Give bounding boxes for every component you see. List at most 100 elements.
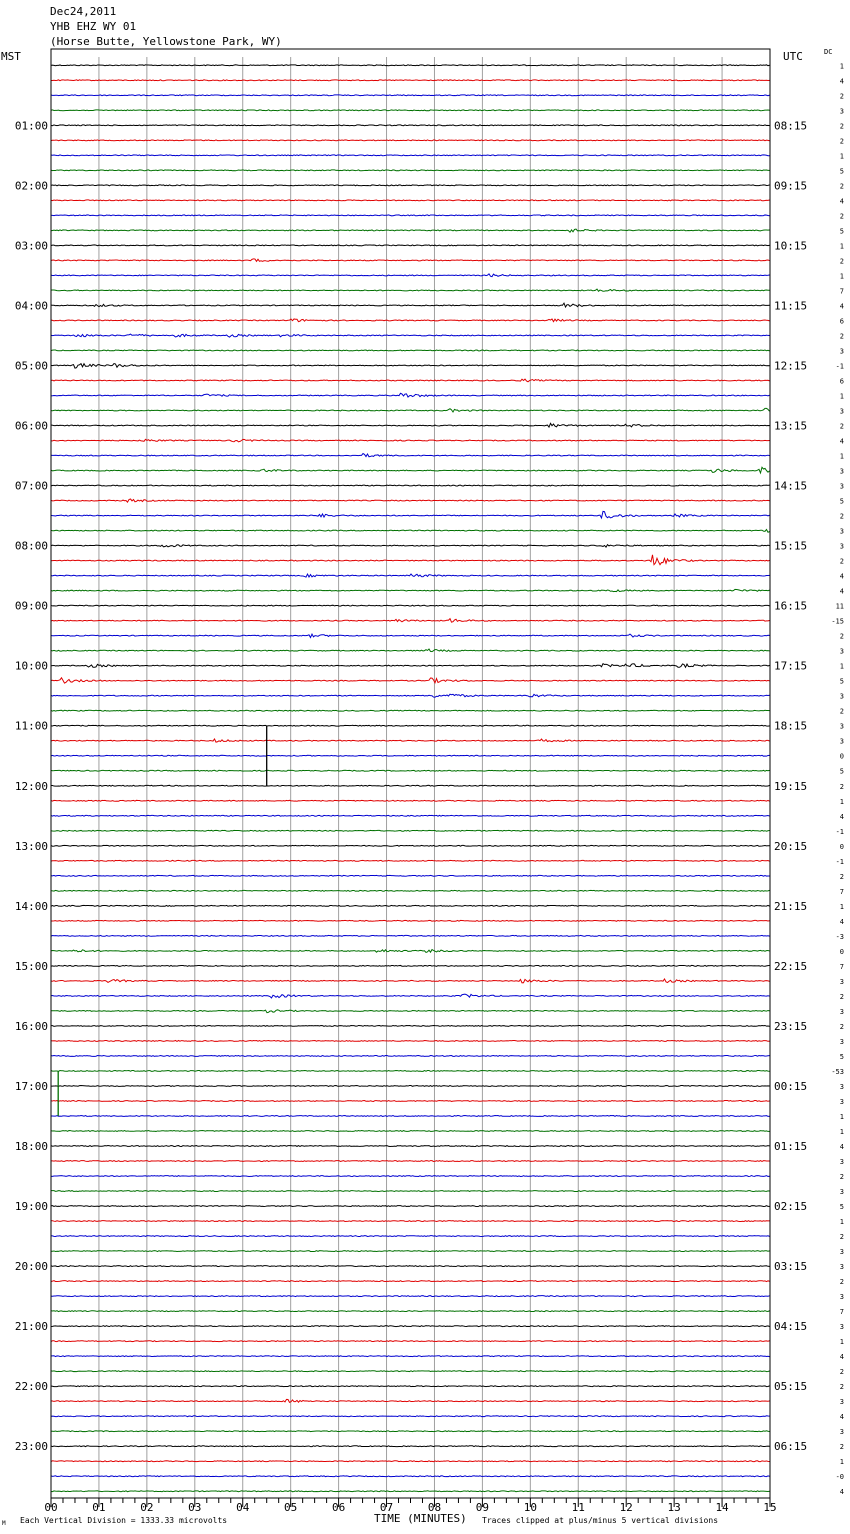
dc-offset-value: 2 xyxy=(840,873,844,881)
dc-offset-value: 2 xyxy=(840,993,844,1001)
seismic-trace xyxy=(50,919,770,922)
seismic-trace xyxy=(50,709,770,712)
seismic-trace xyxy=(50,1160,770,1163)
seismic-trace xyxy=(50,934,770,937)
dc-offset-value: 5 xyxy=(840,498,844,506)
seismic-trace xyxy=(50,1295,770,1298)
dc-offset-value: 5 xyxy=(840,167,844,175)
utc-hour-label: 11:15 xyxy=(774,299,807,312)
dc-offset-value: 7 xyxy=(840,963,844,971)
dc-offset-value: 3 xyxy=(840,528,844,536)
seismic-trace xyxy=(50,829,770,832)
seismic-trace xyxy=(50,124,770,127)
x-tick-label: 08 xyxy=(428,1501,441,1514)
x-tick-label: 14 xyxy=(715,1501,729,1514)
seismic-trace xyxy=(50,769,770,772)
dc-offset-value: 7 xyxy=(840,287,844,295)
seismic-trace xyxy=(50,859,770,862)
seismic-trace xyxy=(50,438,770,443)
seismic-trace xyxy=(50,154,770,157)
seismic-trace xyxy=(50,724,770,727)
seismic-trace xyxy=(50,889,770,892)
mst-hour-label: 18:00 xyxy=(15,1140,48,1153)
seismic-trace xyxy=(50,874,770,877)
dc-offset-value: 5 xyxy=(840,678,844,686)
seismic-trace xyxy=(50,1370,770,1373)
seismic-trace xyxy=(50,510,770,520)
seismic-trace xyxy=(50,1235,770,1238)
dc-offset-value: 4 xyxy=(840,1488,844,1496)
seismic-trace xyxy=(50,1355,770,1358)
seismic-trace xyxy=(50,663,770,669)
utc-hour-label: 01:15 xyxy=(774,1140,807,1153)
dc-offset-value: 2 xyxy=(840,92,844,100)
seismic-trace xyxy=(50,184,770,187)
dc-offset-value: 4 xyxy=(840,302,844,310)
dc-offset-value: 3 xyxy=(840,648,844,656)
dc-offset-value: 1 xyxy=(840,1113,844,1121)
seismic-trace xyxy=(50,554,770,566)
seismic-trace xyxy=(50,1430,770,1433)
dc-offset-value: 3 xyxy=(840,1428,844,1436)
dc-offset-value: 3 xyxy=(840,347,844,355)
dc-offset-value: 3 xyxy=(840,738,844,746)
mst-hour-label: 22:00 xyxy=(15,1380,48,1393)
seismic-trace xyxy=(50,799,770,802)
dc-offset-value: 1 xyxy=(840,392,844,400)
seismic-trace xyxy=(50,1445,770,1448)
seismic-trace xyxy=(50,1099,770,1102)
seismic-trace xyxy=(51,1009,770,1014)
x-tick-label: 09 xyxy=(476,1501,489,1514)
seismic-trace xyxy=(50,64,770,67)
seismic-trace xyxy=(50,604,770,607)
mst-hour-label: 02:00 xyxy=(15,179,48,192)
seismic-trace xyxy=(50,362,770,369)
utc-hour-label: 00:15 xyxy=(774,1080,807,1093)
dc-offset-value: 0 xyxy=(840,753,844,761)
seismic-trace xyxy=(50,302,770,309)
utc-hour-label: 13:15 xyxy=(774,420,807,433)
clip-note: Traces clipped at plus/minus 5 vertical … xyxy=(482,1516,719,1525)
dc-offset-value: 1 xyxy=(840,272,844,280)
dc-offset-value: 2 xyxy=(840,182,844,190)
utc-hour-label: 20:15 xyxy=(774,840,807,853)
mst-hour-label: 12:00 xyxy=(15,780,48,793)
x-tick-label: 07 xyxy=(380,1501,393,1514)
dc-offset-value: 3 xyxy=(840,468,844,476)
dc-offset-value: 6 xyxy=(840,317,844,325)
seismic-trace xyxy=(50,693,770,698)
mst-hour-label: 21:00 xyxy=(15,1320,48,1333)
dc-offset-value: 3 xyxy=(840,543,844,551)
seismic-trace xyxy=(50,318,770,323)
dc-offset-value: 2 xyxy=(840,122,844,130)
dc-label: DC xyxy=(824,48,833,56)
dc-offset-value: 1 xyxy=(840,453,844,461)
seismic-trace xyxy=(50,498,770,503)
dc-offset-value: 2 xyxy=(840,708,844,716)
dc-offset-value: 2 xyxy=(840,1023,844,1031)
mst-hour-label: 20:00 xyxy=(15,1260,48,1273)
dc-offset-value: -1 xyxy=(836,362,844,370)
utc-hour-label: 18:15 xyxy=(774,720,807,733)
trace-group xyxy=(50,64,770,1493)
mst-hour-label: 06:00 xyxy=(15,420,48,433)
seismic-trace xyxy=(50,392,770,398)
utc-hour-label: 03:15 xyxy=(774,1260,807,1273)
seismic-trace xyxy=(50,1415,770,1418)
dc-offset-value: 3 xyxy=(840,1323,844,1331)
seismic-trace xyxy=(50,109,770,112)
dc-offset-value: 2 xyxy=(840,423,844,431)
seismic-trace xyxy=(50,79,770,82)
dc-offset-value: 0 xyxy=(840,948,844,956)
x-tick-label: 10 xyxy=(524,1501,537,1514)
chart-title-date: Dec24,2011 xyxy=(50,5,117,18)
seismic-trace xyxy=(50,617,770,623)
seismic-trace xyxy=(50,1220,770,1223)
dc-offset-value: 2 xyxy=(840,1368,844,1376)
seismic-trace xyxy=(50,452,770,458)
utc-hour-label: 22:15 xyxy=(774,960,807,973)
x-tick-label: 04 xyxy=(236,1501,250,1514)
seismic-trace xyxy=(50,977,770,984)
seismic-trace xyxy=(50,139,770,142)
